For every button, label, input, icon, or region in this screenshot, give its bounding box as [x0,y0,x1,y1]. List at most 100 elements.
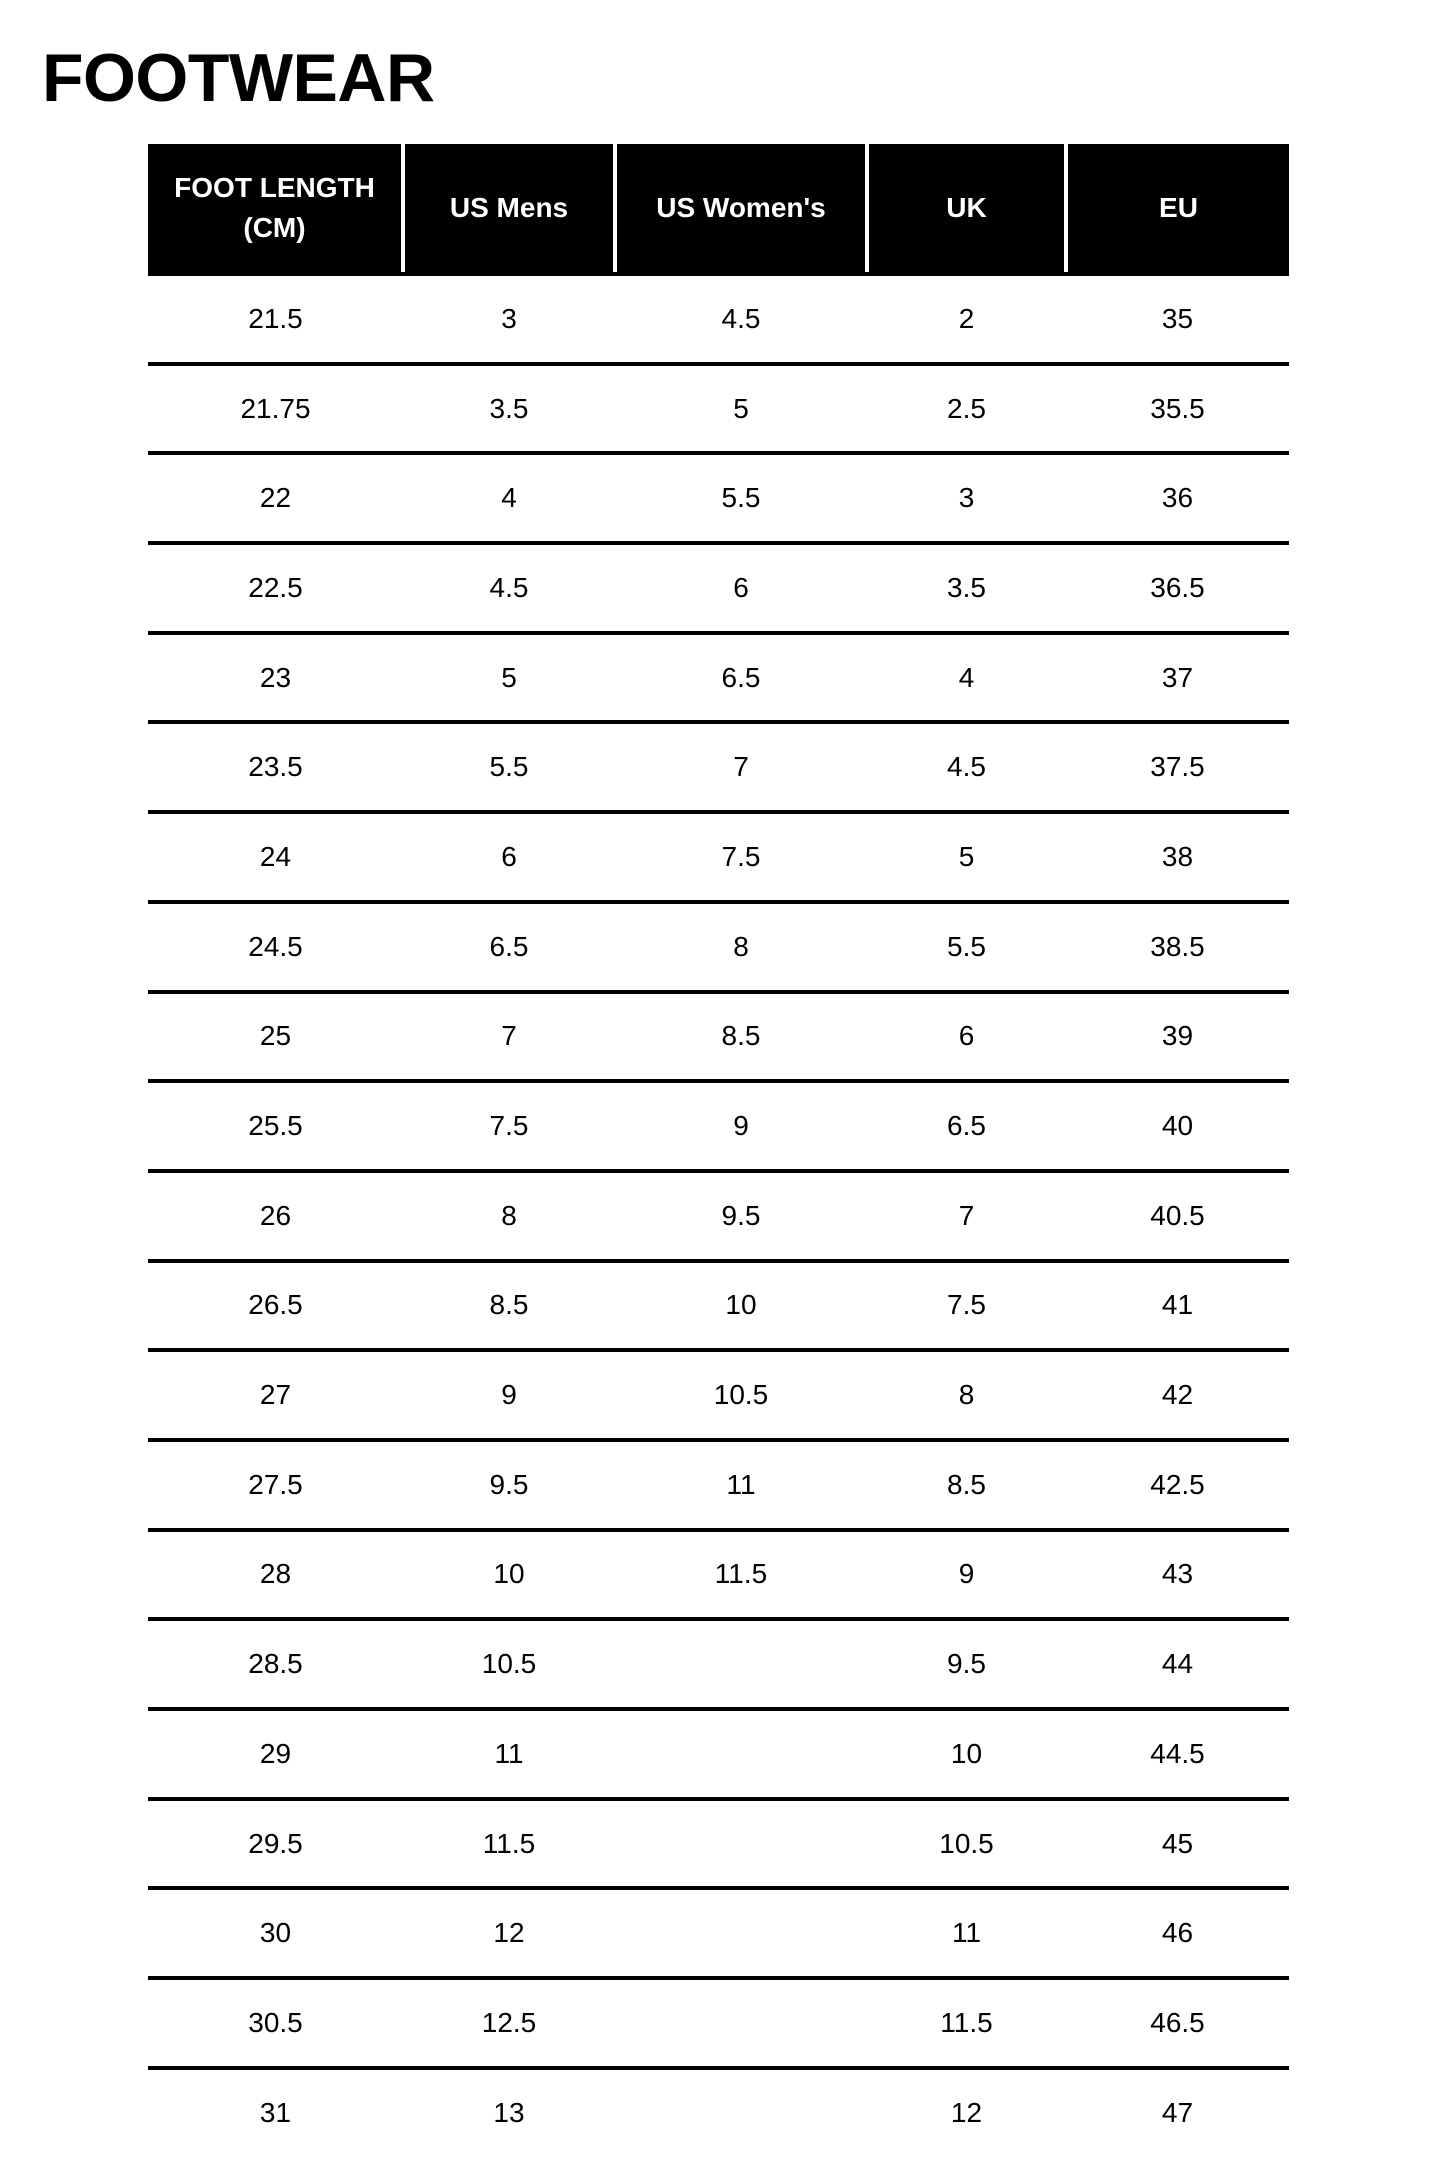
table-cell: 11 [403,1709,615,1801]
table-cell [615,1798,867,1891]
table-cell: 10 [403,1529,615,1622]
table-cell: 26 [148,1170,403,1263]
table-cell: 12 [403,1888,615,1981]
table-cell: 12 [950,2096,983,2128]
table-cell: 6 [615,543,867,635]
table-cell: 6.5 [615,632,867,725]
table-cell: 3.5 [867,543,1066,635]
table-row: 23 5 6.5 4 37 [148,632,1289,725]
table-cell [615,1619,867,1711]
table-cell: 41 [1066,1260,1289,1353]
table-cell: 4.5 [867,722,1066,815]
table-cell: 9.5 [403,1439,615,1532]
table-cell [615,1709,867,1801]
page-title: FOOTWEAR [42,40,435,116]
table-cell: 13 [493,2096,525,2128]
table-cell: 11 [615,1439,867,1532]
table-cell: 47 [1161,2096,1194,2128]
table-cell: 8 [403,1170,615,1263]
table-cell: 4.5 [615,274,867,366]
table-cell: 11 [867,1888,1066,1981]
table-cell: 3 [403,274,615,366]
table-row: 29.5 11.5 10.5 45 [148,1798,1289,1891]
table-cell: 11.5 [615,1529,867,1622]
table-cell: 8.5 [615,991,867,1084]
table-header-row: FOOT LENGTH (CM) US Mens US Women's UK EU [148,144,1289,276]
table-cell: 6 [867,991,1066,1084]
table-cell: 7 [867,1170,1066,1263]
table-cell: 11.5 [867,1978,1066,2070]
table-row: 27.5 9.5 11 8.5 42.5 [148,1439,1289,1532]
table-cell: 9.5 [867,1619,1066,1711]
table-cell: 39 [1066,991,1289,1084]
table-cell: 9 [615,1081,867,1173]
table-cell: 44 [1066,1619,1289,1711]
table-cell: 4 [867,632,1066,725]
column-header: FOOT LENGTH (CM) [148,144,403,276]
table-cell: 3 [867,453,1066,546]
table-row: 28.5 10.5 9.5 44 [148,1619,1289,1711]
table-cell: 30 [148,1888,403,1981]
table-cell: 7.5 [403,1081,615,1173]
table-row: 23.5 5.5 7 4.5 37.5 [148,722,1289,815]
table-cell: 7 [615,722,867,815]
table-cell: 40 [1066,1081,1289,1173]
table-cell: 11.5 [403,1798,615,1891]
table-cell: 10.5 [867,1798,1066,1891]
table-row: 26.5 8.5 10 7.5 41 [148,1260,1289,1353]
column-header: US Women's [613,144,867,276]
table-cell: 2.5 [867,363,1066,456]
table-cell: 28.5 [148,1619,403,1711]
table-cell: 9 [403,1350,615,1442]
table-row: 25 7 8.5 6 39 [148,991,1289,1084]
table-cell: 3.5 [403,363,615,456]
table-cell: 24 [148,812,403,904]
table-row: 30 12 11 46 [148,1888,1289,1981]
table-cell: 10.5 [403,1619,615,1711]
table-row: 24.5 6.5 8 5.5 38.5 [148,901,1289,994]
table-cell: 27.5 [148,1439,403,1532]
table-cell: 6.5 [867,1081,1066,1173]
table-cell: 23 [148,632,403,725]
table-cell: 23.5 [148,722,403,815]
table-cell: 4 [403,453,615,546]
table-cell: 8.5 [867,1439,1066,1532]
table-cell: 5.5 [615,453,867,546]
table-cell: 36 [1066,453,1289,546]
table-cell: 31 [259,2096,292,2128]
table-cell [615,2068,867,2156]
table-cell: 25 [148,991,403,1084]
table-cell: 38.5 [1066,901,1289,994]
table-row: 24 6 7.5 5 38 [148,812,1289,904]
table-cell: 9.5 [615,1170,867,1263]
column-header: UK [865,144,1066,276]
column-header: US Mens [401,144,615,276]
table-cell: 7 [403,991,615,1084]
table-cell: 22 [148,453,403,546]
table-row: 27 9 10.5 8 42 [148,1350,1289,1442]
table-cell: 9 [867,1529,1066,1622]
table-cell: 37 [1066,632,1289,725]
table-cell: 21.5 [148,274,403,366]
table-cell: 42 [1066,1350,1289,1442]
table-cell: 44.5 [1066,1709,1289,1801]
table-cell: 6 [403,812,615,904]
table-cell: 10 [615,1260,867,1353]
table-cell: 8 [867,1350,1066,1442]
table-cell: 5.5 [403,722,615,815]
table-cell: 10.5 [615,1350,867,1442]
table-cell: 30.5 [148,1978,403,2070]
table-cell: 12.5 [403,1978,615,2070]
table-cell: 25.5 [148,1081,403,1173]
table-cell: 28 [148,1529,403,1622]
table-cell: 21.75 [148,363,403,456]
table-cell: 36.5 [1066,543,1289,635]
table-row: 30.5 12.5 11.5 46.5 [148,1978,1289,2070]
table-cell: 46 [1066,1888,1289,1981]
table-row: 28 10 11.5 9 43 [148,1529,1289,1622]
table-cell: 10 [867,1709,1066,1801]
table-cell: 2 [867,274,1066,366]
table-cell [615,1978,867,2070]
table-cell: 29 [148,1709,403,1801]
table-row: 22.5 4.5 6 3.5 36.5 [148,543,1289,635]
